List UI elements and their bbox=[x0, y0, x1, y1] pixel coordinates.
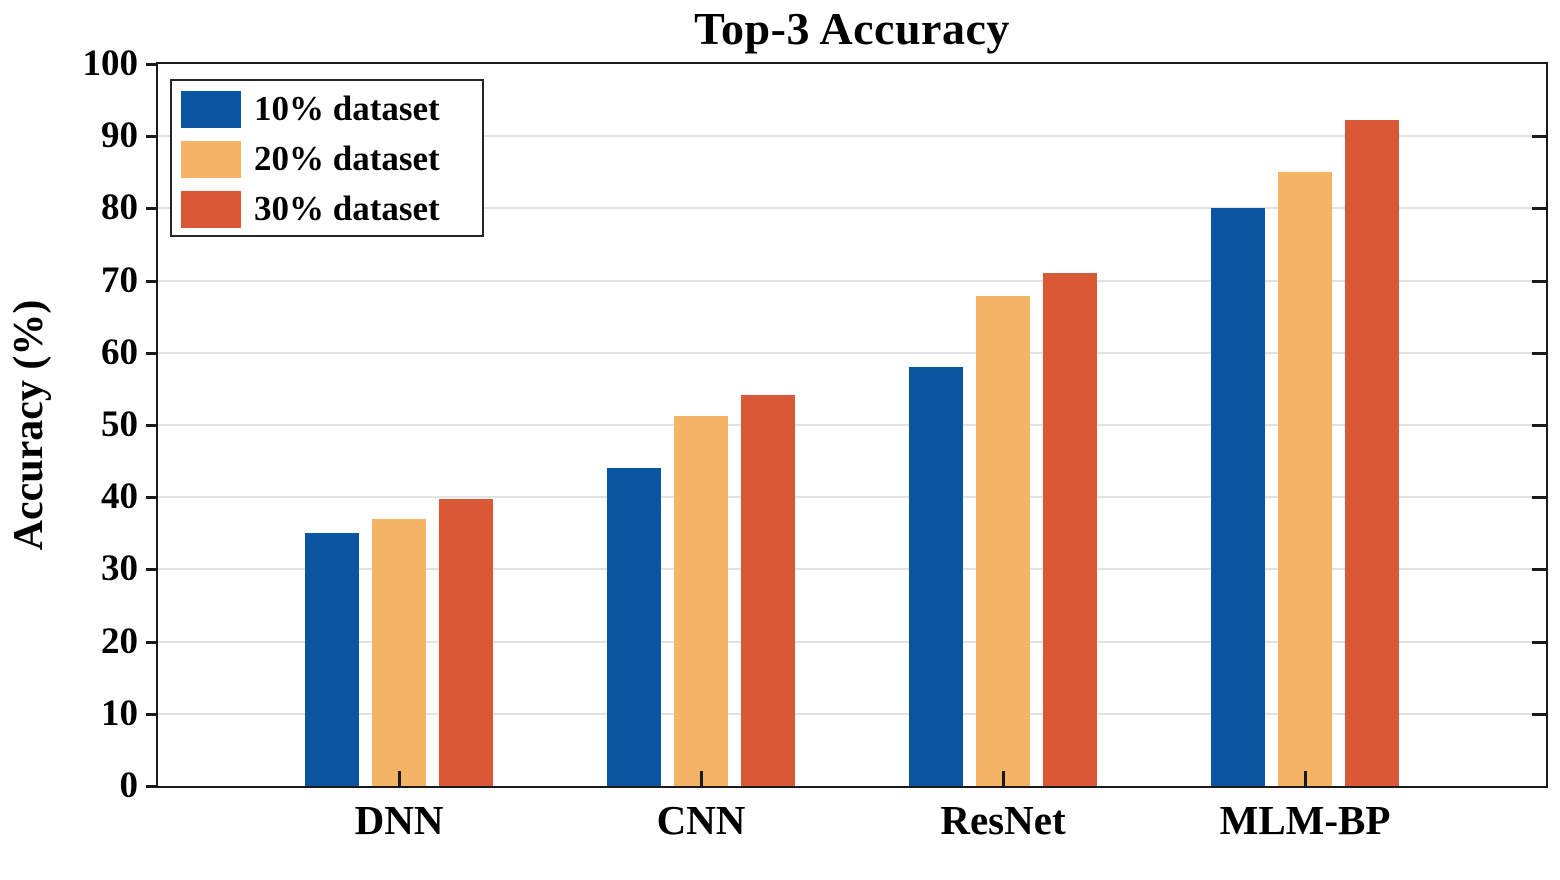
plot-area bbox=[156, 62, 1548, 788]
y-tick-label: 20 bbox=[101, 620, 138, 662]
gridline bbox=[158, 279, 1546, 282]
y-tick-mark-right bbox=[1532, 568, 1546, 572]
y-tick-mark bbox=[146, 424, 156, 427]
y-tick-mark bbox=[146, 207, 156, 211]
x-tick-label: DNN bbox=[354, 797, 444, 843]
y-tick-mark-right bbox=[1532, 424, 1546, 427]
y-tick-mark-right bbox=[1532, 135, 1546, 139]
bar-MLM-BP-20% bbox=[1278, 172, 1333, 786]
bar-ResNet-30% bbox=[1043, 273, 1097, 786]
gridline bbox=[158, 207, 1546, 210]
gridline bbox=[158, 568, 1546, 571]
legend-label: 30% dataset bbox=[254, 189, 440, 228]
chart-title: Top-3 Accuracy bbox=[694, 3, 1010, 54]
x-tick-label: CNN bbox=[656, 797, 746, 843]
gridline bbox=[158, 640, 1546, 643]
y-tick-label: 90 bbox=[101, 115, 138, 157]
x-tick-mark bbox=[699, 771, 703, 786]
bar-DNN-10% bbox=[305, 533, 360, 786]
y-tick-mark bbox=[146, 785, 156, 788]
y-tick-label: 30 bbox=[101, 548, 138, 590]
y-tick-mark bbox=[146, 568, 156, 572]
y-tick-label: 50 bbox=[101, 404, 138, 445]
y-tick-label: 70 bbox=[101, 259, 138, 301]
legend-swatch bbox=[181, 191, 241, 228]
legend-item: 30% dataset bbox=[172, 184, 482, 234]
gridline bbox=[158, 351, 1546, 354]
x-tick-label: ResNet bbox=[940, 797, 1066, 843]
y-tick-label: 10 bbox=[101, 692, 138, 734]
legend-label: 10% dataset bbox=[254, 89, 440, 128]
legend-label: 20% dataset bbox=[254, 139, 440, 178]
bar-DNN-30% bbox=[439, 498, 494, 786]
y-tick-mark-right bbox=[1532, 640, 1546, 644]
y-tick-mark-right bbox=[1532, 351, 1546, 355]
y-tick-label: 40 bbox=[101, 476, 138, 518]
gridline bbox=[158, 712, 1546, 715]
legend-item: 10% dataset bbox=[172, 84, 482, 134]
y-tick-mark bbox=[146, 496, 156, 500]
y-tick-label: 100 bbox=[82, 43, 139, 84]
gridline bbox=[158, 135, 1546, 138]
gridline bbox=[158, 496, 1546, 499]
y-tick-label: 0 bbox=[119, 765, 139, 806]
bar-CNN-30% bbox=[740, 394, 795, 786]
bar-ResNet-20% bbox=[976, 296, 1030, 786]
y-tick-mark-right bbox=[1532, 207, 1546, 211]
legend-item: 20% dataset bbox=[172, 134, 482, 184]
bar-CNN-20% bbox=[673, 415, 728, 786]
bar-CNN-10% bbox=[606, 468, 661, 786]
bar-MLM-BP-10% bbox=[1211, 208, 1266, 786]
y-tick-mark bbox=[146, 279, 156, 283]
gridline bbox=[158, 424, 1546, 426]
y-tick-mark bbox=[146, 63, 156, 66]
y-tick-mark-right bbox=[1532, 712, 1546, 716]
y-tick-mark bbox=[146, 135, 156, 139]
y-tick-label: 60 bbox=[101, 331, 138, 373]
y-tick-mark bbox=[146, 351, 156, 355]
y-tick-mark-right bbox=[1532, 279, 1546, 283]
bar-MLM-BP-30% bbox=[1345, 119, 1400, 786]
x-tick-mark bbox=[398, 771, 402, 786]
x-tick-mark bbox=[1002, 771, 1005, 786]
legend: 10% dataset 20% dataset 30% dataset bbox=[170, 79, 484, 237]
y-tick-mark bbox=[146, 640, 156, 644]
bar-ResNet-10% bbox=[909, 367, 963, 786]
legend-swatch bbox=[181, 91, 241, 128]
legend-swatch bbox=[181, 141, 241, 178]
bar-DNN-20% bbox=[372, 518, 427, 786]
x-tick-label: MLM-BP bbox=[1219, 797, 1391, 843]
y-tick-mark bbox=[146, 712, 156, 716]
x-tick-mark bbox=[1304, 771, 1308, 786]
y-tick-mark-right bbox=[1532, 496, 1546, 500]
y-tick-label: 80 bbox=[101, 187, 138, 229]
